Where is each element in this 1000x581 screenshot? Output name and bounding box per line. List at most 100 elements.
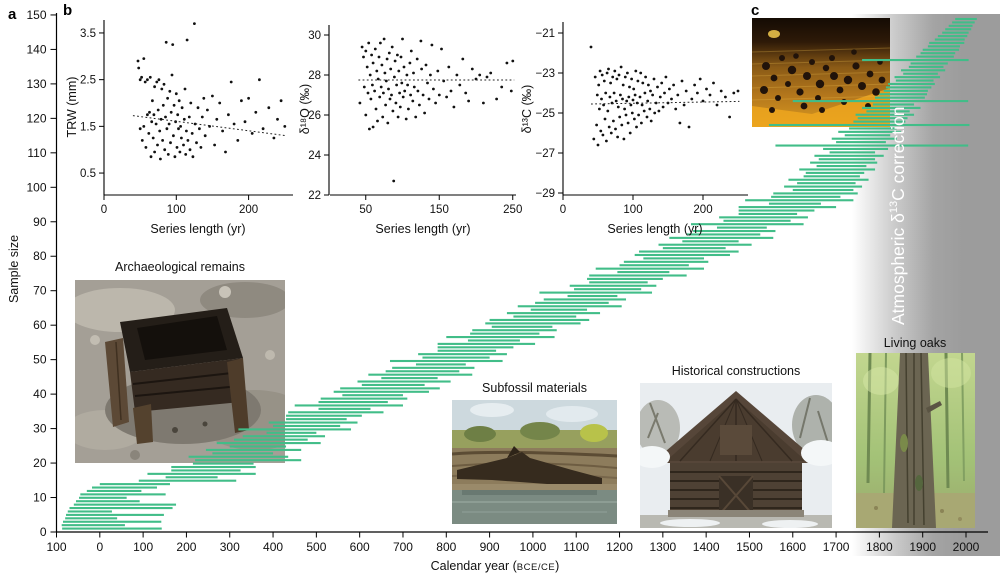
sample-span-bar <box>212 452 274 455</box>
sample-span-bar <box>69 507 173 510</box>
sample-span-bar <box>171 469 241 472</box>
sample-span-bar <box>838 130 902 133</box>
sample-span-bar <box>92 486 157 489</box>
svg-text:120: 120 <box>26 111 46 125</box>
inset-scatter-1: 22 24 26 28 30 50 150 250 <box>308 25 522 216</box>
sample-span-bar <box>188 455 289 458</box>
svg-text:100: 100 <box>46 540 66 554</box>
sample-span-bar <box>929 41 965 44</box>
svg-text:100: 100 <box>133 540 153 554</box>
sample-span-bar <box>66 513 164 516</box>
svg-text:300: 300 <box>220 540 240 554</box>
svg-text:1700: 1700 <box>823 540 850 554</box>
sample-span-bar <box>171 465 256 469</box>
sample-span-bar <box>639 250 739 253</box>
svg-text:1400: 1400 <box>693 540 720 554</box>
svg-text:130: 130 <box>26 77 46 91</box>
svg-text:1.5: 1.5 <box>80 121 96 133</box>
svg-text:900: 900 <box>480 540 500 554</box>
sample-span-bar <box>875 96 925 99</box>
sample-span-bar <box>569 284 657 287</box>
sample-span-bar <box>682 240 739 243</box>
sample-span-bar <box>855 113 915 116</box>
sample-span-bar <box>922 48 960 51</box>
sample-span-bar <box>788 178 869 181</box>
svg-text:0.5: 0.5 <box>80 168 96 180</box>
sample-span-bar <box>903 72 938 75</box>
caption-historical: Historical constructions <box>671 364 801 378</box>
inset-d18o-y-title: δ¹⁸O (‰) <box>298 83 312 135</box>
sample-span-bar <box>814 154 884 157</box>
sample-span-bar <box>862 106 921 109</box>
sample-span-bar <box>945 28 972 31</box>
sample-span-bar <box>771 195 841 198</box>
svg-text:30: 30 <box>33 422 47 436</box>
sample-span-bar <box>885 86 932 89</box>
band-label-post: C correction <box>888 106 908 201</box>
svg-text:10: 10 <box>33 491 47 505</box>
sample-span-bar <box>799 168 876 171</box>
sample-span-bar <box>75 500 140 503</box>
sample-span-bar <box>623 260 709 263</box>
svg-text:0: 0 <box>101 204 107 216</box>
caption-living-oaks: Living oaks <box>883 336 947 350</box>
band-label-sup: 13 <box>888 200 901 214</box>
scatter-points <box>589 45 740 147</box>
sample-span-bar <box>836 141 886 144</box>
svg-text:700: 700 <box>393 540 413 554</box>
sample-span-bar <box>934 38 965 41</box>
sample-span-bar <box>415 363 466 366</box>
sample-span-bar <box>205 448 302 451</box>
svg-text:2.5: 2.5 <box>80 75 96 87</box>
sample-span-bar <box>773 192 858 195</box>
svg-text:250: 250 <box>503 204 522 216</box>
sample-span-bar <box>517 305 622 308</box>
svg-text:−21: −21 <box>535 28 555 40</box>
svg-text:200: 200 <box>176 540 196 554</box>
svg-text:200: 200 <box>693 204 712 216</box>
svg-text:60: 60 <box>33 318 47 332</box>
sample-span-bar <box>803 175 860 178</box>
sample-span-bar <box>955 17 977 21</box>
sample-span-bar <box>80 493 166 496</box>
sample-span-bar <box>844 134 891 137</box>
svg-text:50: 50 <box>359 204 372 216</box>
sample-span-bar <box>318 400 388 404</box>
x-axis-title-text: Calendar year ( <box>430 559 517 573</box>
svg-text:800: 800 <box>436 540 456 554</box>
x-axis-title-era: BCE/CE <box>516 562 556 573</box>
sample-span-bar <box>595 267 704 270</box>
sample-span-bar <box>662 247 726 250</box>
sample-span-bar <box>927 45 960 48</box>
sample-span-bar <box>879 93 928 96</box>
sample-span-bar <box>472 329 557 332</box>
sample-span-bar <box>65 517 118 520</box>
atmospheric-correction-label: Atmospheric δ13C correction <box>888 107 912 325</box>
sample-span-bar <box>437 342 536 345</box>
main-x-axis-title: Calendar year (BCE/CE) <box>330 559 660 573</box>
svg-text:20: 20 <box>33 456 47 470</box>
sample-span-bar <box>745 199 854 202</box>
svg-text:600: 600 <box>350 540 370 554</box>
sample-span-bar <box>79 496 127 499</box>
panel-c-label: c <box>751 2 760 19</box>
sample-span-bar <box>99 483 170 486</box>
sample-span-bar <box>738 212 798 215</box>
sample-span-bar <box>792 100 969 103</box>
svg-text:150: 150 <box>430 204 449 216</box>
sample-span-bar <box>342 394 403 397</box>
svg-text:40: 40 <box>33 387 47 401</box>
sample-span-bar <box>286 418 347 421</box>
sample-span-bar <box>853 120 906 123</box>
sample-span-bar <box>589 281 648 284</box>
svg-text:1800: 1800 <box>866 540 893 554</box>
sample-span-bar <box>862 58 969 62</box>
svg-text:1600: 1600 <box>779 540 806 554</box>
svg-text:400: 400 <box>263 540 283 554</box>
svg-text:−25: −25 <box>535 108 555 120</box>
sample-span-bar <box>234 438 308 441</box>
svg-text:100: 100 <box>623 204 642 216</box>
sample-span-bars <box>61 17 977 530</box>
